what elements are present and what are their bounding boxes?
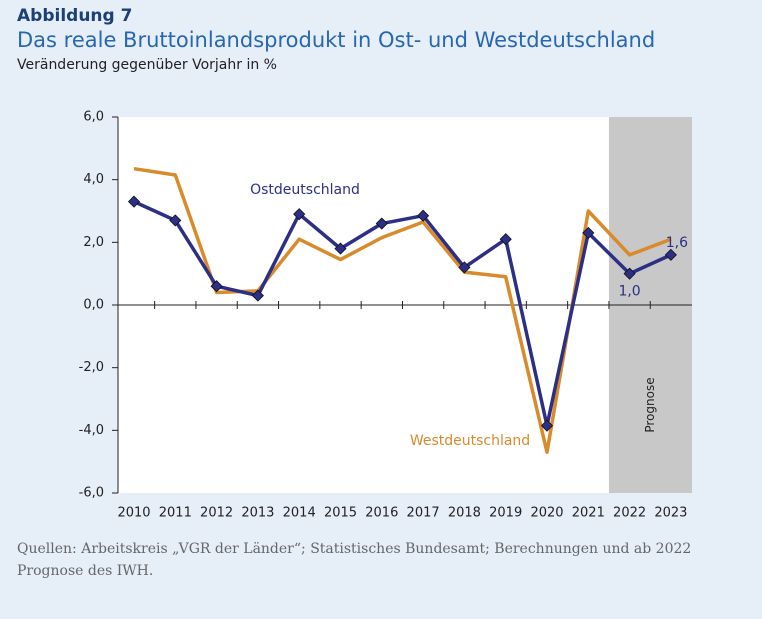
data-label: 1,6 xyxy=(666,235,688,251)
legend-label: Westdeutschland xyxy=(410,433,530,449)
x-tick-label: 2020 xyxy=(530,506,563,521)
marker xyxy=(210,280,223,293)
source-note: Quellen: Arbeitskreis „VGR der Länder“; … xyxy=(17,541,692,579)
forecast-label: Prognose xyxy=(643,377,657,432)
x-tick-label: 2018 xyxy=(448,506,481,521)
y-tick-label: 6,0 xyxy=(83,110,104,125)
chart-title: Das reale Bruttoinlandsprodukt in Ost- u… xyxy=(17,28,656,52)
marker xyxy=(458,261,471,274)
x-tick-label: 2016 xyxy=(365,506,398,521)
x-tick-label: 2019 xyxy=(489,506,522,521)
marker xyxy=(251,289,264,302)
y-tick-label: -4,0 xyxy=(79,423,104,438)
y-tick-label: 2,0 xyxy=(83,235,104,250)
x-tick-label: 2022 xyxy=(613,506,646,521)
x-tick-label: 2012 xyxy=(200,506,233,521)
data-label: 1,0 xyxy=(618,284,640,300)
y-tick-label: -6,0 xyxy=(79,486,104,501)
x-tick-label: 2011 xyxy=(159,506,192,521)
legend-label: Ostdeutschland xyxy=(250,182,360,198)
x-tick-label: 2013 xyxy=(241,506,274,521)
x-tick-label: 2021 xyxy=(572,506,605,521)
chart-subtitle: Veränderung gegenüber Vorjahr in % xyxy=(17,57,277,73)
y-tick-label: -2,0 xyxy=(79,360,104,375)
marker xyxy=(334,242,347,255)
x-tick-label: 2023 xyxy=(654,506,687,521)
marker xyxy=(169,214,182,227)
marker xyxy=(582,226,595,239)
marker xyxy=(664,248,677,261)
y-tick-label: 0,0 xyxy=(83,298,104,313)
marker xyxy=(127,195,141,208)
marker xyxy=(375,217,388,230)
marker xyxy=(417,209,430,222)
line-series xyxy=(133,200,672,428)
marker xyxy=(540,419,554,432)
y-tick-label: 4,0 xyxy=(83,172,104,187)
line-series xyxy=(133,166,672,455)
x-tick-label: 2010 xyxy=(117,506,150,521)
x-tick-label: 2017 xyxy=(407,506,440,521)
marker xyxy=(499,233,512,246)
marker xyxy=(623,267,636,280)
x-tick-label: 2015 xyxy=(324,506,357,521)
marker xyxy=(293,208,306,221)
x-tick-label: 2014 xyxy=(283,506,316,521)
figure-label: Abbildung 7 xyxy=(17,6,133,26)
